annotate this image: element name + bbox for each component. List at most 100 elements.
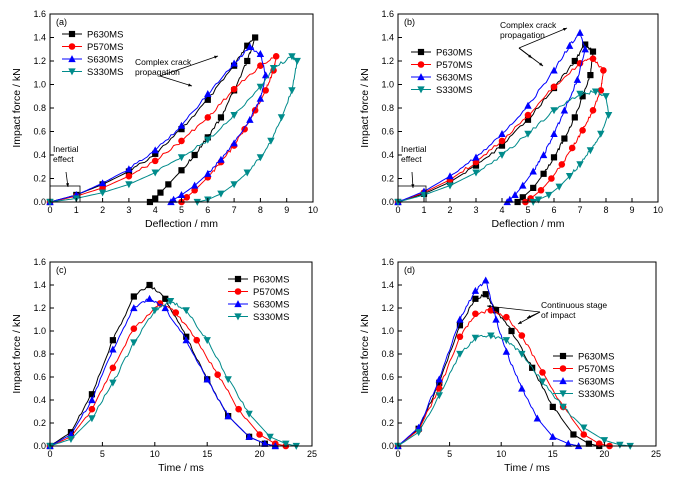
circle-marker <box>559 365 567 372</box>
triangle-marker <box>245 432 253 440</box>
x-tick-label: 9 <box>629 205 634 215</box>
y-tick-label: 0.0 <box>381 441 394 451</box>
annotation-text: Inertial <box>53 144 79 154</box>
triangle-marker <box>230 59 238 67</box>
triangle-down-marker <box>417 86 425 94</box>
triangle-marker <box>203 375 211 383</box>
triangle-down-marker <box>602 93 610 101</box>
chart-panel: 0 5 10 15 20 25 0.0 0.2 0.4 0.6 0.8 1.0 1.2 1.4 1.6 Tim… <box>11 257 317 474</box>
square-marker <box>252 34 259 41</box>
triangle-marker <box>261 71 270 79</box>
triangle-marker <box>234 300 242 308</box>
triangle-marker <box>550 66 558 74</box>
circle-marker <box>193 336 201 344</box>
triangle-down-marker <box>616 441 624 449</box>
y-tick-label: 1.0 <box>33 326 46 336</box>
legend-entry-label: P570MS <box>253 287 289 298</box>
circle-marker <box>178 137 185 145</box>
square-marker <box>559 352 567 360</box>
x-tick-label: 0 <box>47 205 52 215</box>
x-tick-label: 20 <box>255 449 265 459</box>
x-tick-label: 7 <box>232 205 237 215</box>
panel-label: (a) <box>56 17 67 27</box>
triangle-marker <box>511 191 519 199</box>
x-tick-label: 5 <box>100 449 105 459</box>
legend-entry-label: P570MS <box>436 60 472 71</box>
square-marker <box>68 30 76 38</box>
series-markers <box>46 300 290 450</box>
circle-marker <box>257 62 264 69</box>
legend-entry-label: P630MS <box>253 275 289 286</box>
triangle-down-marker <box>288 87 296 95</box>
circle-marker <box>456 333 464 341</box>
x-tick-label: 25 <box>307 449 317 459</box>
circle-marker <box>539 369 546 376</box>
x-tick-label: 15 <box>548 449 558 459</box>
square-marker <box>217 114 225 121</box>
triangle-down-marker <box>565 173 574 181</box>
triangle-marker <box>217 155 225 163</box>
triangle-marker <box>177 121 186 129</box>
triangle-marker <box>529 167 537 175</box>
triangle-marker <box>88 396 96 404</box>
circle-marker <box>550 83 558 91</box>
arrow-head <box>527 315 531 318</box>
triangle-down-marker <box>487 332 495 340</box>
circle-marker <box>125 172 133 180</box>
triangle-down-marker <box>98 189 107 197</box>
triangle-down-marker <box>591 88 600 96</box>
annotation-text: effect <box>401 154 422 164</box>
y-tick-label: 1.6 <box>381 257 394 267</box>
triangle-marker <box>498 129 506 137</box>
square-marker <box>571 57 578 65</box>
circle-marker <box>68 43 76 50</box>
circle-marker <box>109 364 117 372</box>
circle-marker <box>151 157 159 165</box>
triangle-down-marker <box>256 154 265 162</box>
triangle-marker <box>581 45 589 53</box>
square-marker <box>549 403 556 410</box>
triangle-down-marker <box>125 181 133 189</box>
y-tick-label: 0.2 <box>33 174 46 184</box>
x-tick-label: 1 <box>421 205 426 215</box>
square-marker <box>582 41 589 48</box>
legend-entry-label: S630MS <box>253 300 289 311</box>
triangle-down-marker <box>243 169 251 177</box>
square-marker <box>146 281 153 289</box>
circle-marker <box>579 127 586 134</box>
square-marker <box>204 96 211 103</box>
circle-marker <box>597 87 605 94</box>
square-marker <box>571 114 578 121</box>
square-marker <box>570 431 577 438</box>
x-tick-label: 8 <box>603 205 608 215</box>
series-line <box>49 44 267 203</box>
legend-entry-label: P570MS <box>578 364 614 375</box>
triangle-marker <box>565 41 574 49</box>
x-tick-label: 10 <box>653 205 663 215</box>
square-marker <box>178 126 185 133</box>
circle-marker <box>272 53 280 60</box>
triangle-down-marker <box>203 337 211 345</box>
x-tick-label: 10 <box>496 449 506 459</box>
triangle-down-marker <box>502 337 511 345</box>
y-tick-label: 1.2 <box>381 56 394 66</box>
circle-marker <box>204 114 212 121</box>
triangle-down-marker <box>177 154 186 162</box>
y-tick-label: 0.6 <box>33 372 46 382</box>
x-tick-label: 3 <box>126 205 131 215</box>
series-markers <box>394 55 607 206</box>
x-tick-label: 5 <box>525 205 530 215</box>
square-marker <box>482 291 489 298</box>
y-axis-label: Impact force / kN <box>359 68 371 147</box>
y-tick-label: 0.6 <box>381 372 394 382</box>
x-tick-label: 2 <box>100 205 105 215</box>
triangle-down-marker <box>414 429 423 437</box>
y-tick-label: 1.0 <box>33 80 46 90</box>
arrow-head <box>518 320 522 324</box>
y-tick-label: 1.2 <box>33 56 46 66</box>
circle-marker <box>518 332 526 339</box>
circle-marker <box>580 431 588 438</box>
square-marker <box>540 170 547 177</box>
